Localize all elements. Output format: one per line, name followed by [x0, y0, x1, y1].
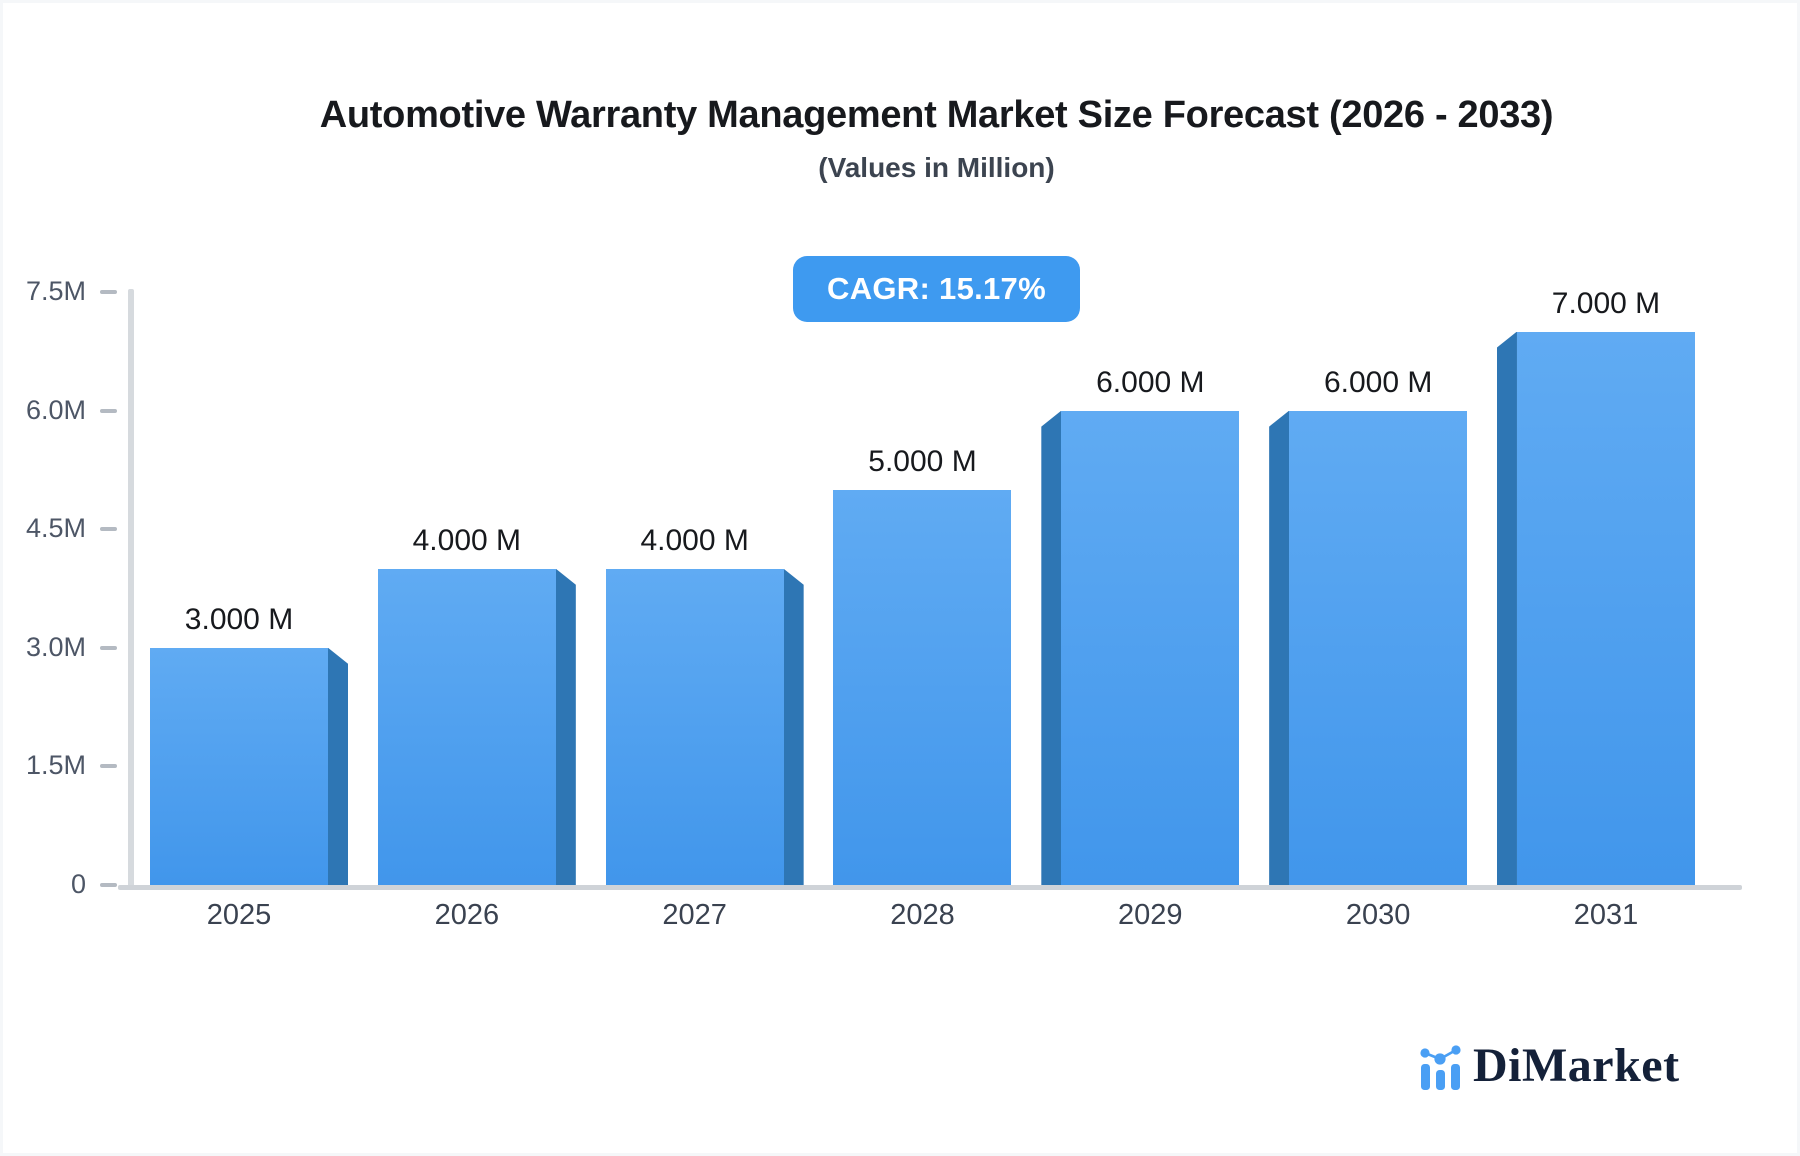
- x-axis-label-2027: 2027: [662, 899, 727, 931]
- bar-value-label-2026: 4.000 M: [412, 523, 522, 557]
- bar-2026: [377, 568, 556, 885]
- y-tick-label-0: 0: [70, 869, 86, 899]
- chart-subtitle: (Values in Million): [818, 152, 1055, 183]
- y-tick-dash: [100, 883, 117, 887]
- bar-2029: [1061, 410, 1240, 885]
- y-tick-label-1.5M: 1.5M: [25, 750, 86, 781]
- x-axis-label-2028: 2028: [890, 899, 955, 931]
- cagr-badge: CAGR: 15.17%: [793, 256, 1080, 322]
- dimarket-logo: DiMarket: [1420, 1042, 1680, 1090]
- x-axis-label-2029: 2029: [1118, 899, 1183, 931]
- bar-side-2030: [1269, 410, 1290, 885]
- bar-side-2025: [328, 647, 348, 885]
- bar-chart-logo-icon: [1420, 1045, 1461, 1090]
- y-tick-dash: [100, 764, 117, 769]
- x-axis-label-2031: 2031: [1573, 899, 1639, 931]
- y-axis-line: [128, 289, 134, 890]
- bar-side-2026: [555, 568, 576, 885]
- y-tick-dash: [100, 290, 117, 294]
- y-tick-label-4.5M: 4.5M: [25, 513, 86, 544]
- bar-value-label-2025: 3.000 M: [184, 602, 294, 636]
- x-axis-baseline: [118, 885, 1742, 890]
- x-axis-label-2026: 2026: [434, 899, 500, 931]
- bar-value-label-2030: 6.000 M: [1323, 365, 1433, 399]
- bar-2031: [1516, 331, 1695, 885]
- y-tick-label-7.5M: 7.5M: [25, 276, 86, 306]
- x-axis-label-2025: 2025: [206, 899, 272, 931]
- y-tick-dash: [100, 645, 117, 650]
- y-tick-dash: [100, 408, 117, 413]
- bar-value-label-2031: 7.000 M: [1551, 286, 1661, 320]
- bar-side-2029: [1041, 410, 1062, 885]
- y-tick-label-6.0M: 6.0M: [25, 394, 86, 425]
- chart-title: Automotive Warranty Management Market Si…: [319, 94, 1554, 136]
- y-tick-label-3.0M: 3.0M: [25, 631, 86, 662]
- y-tick-dash: [100, 527, 117, 532]
- bar-2030: [1289, 410, 1468, 885]
- bar-2028: [833, 489, 1012, 885]
- bar-value-label-2027: 4.000 M: [640, 523, 749, 557]
- bar-side-2031: [1496, 331, 1517, 885]
- dimarket-logo-text: DiMarket: [1473, 1039, 1680, 1092]
- bar-2025: [150, 647, 328, 885]
- bar-value-label-2029: 6.000 M: [1096, 365, 1205, 399]
- bar-2027: [605, 568, 784, 885]
- bar-value-label-2028: 5.000 M: [868, 444, 977, 478]
- bar-side-2027: [783, 568, 804, 885]
- cagr-badge-row: CAGR: 15.17%: [131, 256, 1742, 322]
- x-axis-label-2030: 2030: [1345, 899, 1411, 931]
